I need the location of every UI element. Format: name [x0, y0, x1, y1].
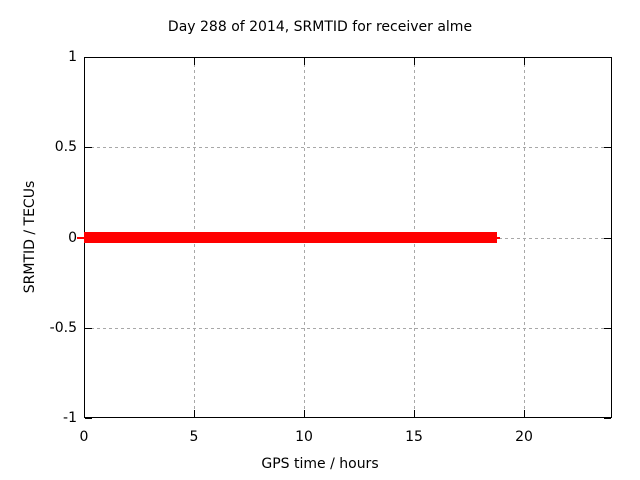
- gridline-horizontal: [85, 328, 611, 329]
- y-tick-label: 1: [68, 49, 77, 65]
- y-tick-mark-right: [604, 238, 611, 239]
- x-tick-mark-bottom: [414, 410, 415, 417]
- x-tick-mark-top: [84, 58, 85, 65]
- y-tick-mark-left: [85, 418, 92, 419]
- x-tick-mark-bottom: [304, 410, 305, 417]
- x-tick-label: 10: [295, 429, 313, 445]
- y-tick-label: 0: [68, 229, 77, 246]
- y-tick-label: -1: [63, 410, 77, 426]
- chart-title: Day 288 of 2014, SRMTID for receiver alm…: [167, 19, 473, 35]
- y-tick-mark-left: [85, 328, 92, 329]
- series-line: [84, 232, 497, 243]
- x-tick-label: 0: [79, 429, 89, 445]
- x-tick-mark-top: [524, 58, 525, 65]
- x-tick-label: 5: [189, 429, 199, 445]
- y-tick-mark-right: [604, 328, 611, 329]
- x-tick-label: 20: [515, 429, 533, 445]
- x-tick-mark-top: [194, 58, 195, 65]
- y-tick-label: -0.5: [49, 319, 77, 336]
- x-axis-label: GPS time / hours: [261, 456, 379, 472]
- y-tick-mark-right: [604, 147, 611, 148]
- x-tick-mark-bottom: [84, 410, 85, 417]
- x-tick-mark-bottom: [524, 410, 525, 417]
- gridline-vertical: [524, 58, 525, 417]
- x-tick-label: 15: [405, 429, 423, 445]
- y-tick-mark-left: [85, 57, 92, 58]
- y-tick-mark-right: [604, 57, 611, 58]
- x-tick-mark-bottom: [194, 410, 195, 417]
- gridline-horizontal: [85, 147, 611, 148]
- x-tick-mark-top: [304, 58, 305, 65]
- y-tick-label: 0.5: [54, 139, 77, 156]
- y-tick-mark-left: [85, 147, 92, 148]
- y-tick-mark-right: [604, 418, 611, 419]
- x-tick-mark-top: [414, 58, 415, 65]
